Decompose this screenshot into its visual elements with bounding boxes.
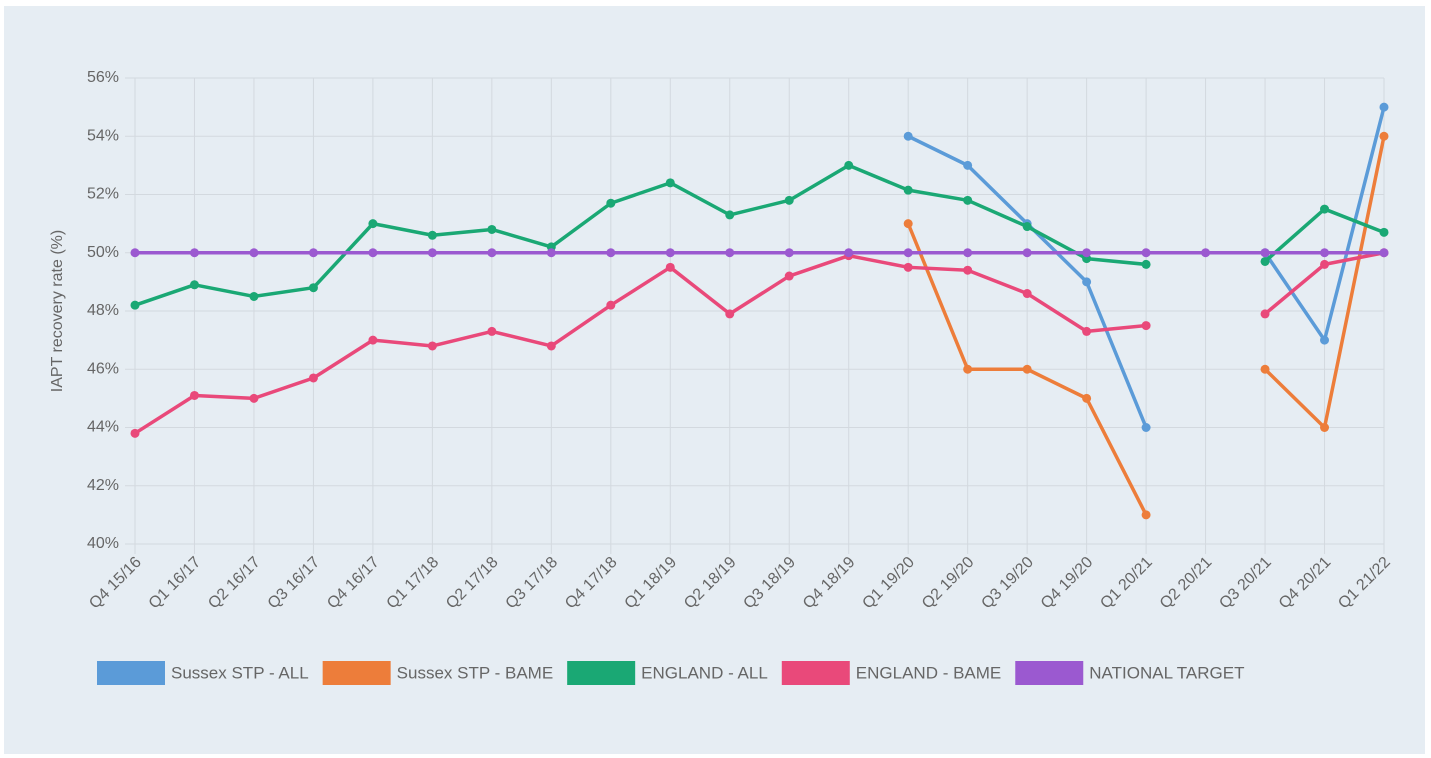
data-point xyxy=(963,364,973,374)
data-point xyxy=(725,309,735,319)
data-point xyxy=(1141,423,1151,432)
data-point xyxy=(249,248,259,258)
data-point xyxy=(1260,256,1270,266)
data-point xyxy=(606,300,616,310)
data-point xyxy=(1320,335,1330,345)
data-point xyxy=(1082,277,1092,287)
data-point xyxy=(546,341,556,351)
y-tick-label: 40% xyxy=(87,535,119,552)
data-point xyxy=(1379,131,1389,141)
data-point xyxy=(189,248,199,258)
data-point xyxy=(308,373,318,383)
data-point xyxy=(427,341,437,351)
legend-label: NATIONAL TARGET xyxy=(1089,663,1244,682)
data-point xyxy=(1141,510,1151,520)
data-point xyxy=(665,248,675,258)
data-point xyxy=(903,131,913,141)
data-point xyxy=(784,271,794,281)
data-point xyxy=(308,248,318,258)
data-point xyxy=(487,248,497,258)
data-point xyxy=(784,195,794,205)
legend-swatch xyxy=(97,661,165,685)
data-point xyxy=(963,248,973,258)
data-point xyxy=(963,195,973,205)
data-point xyxy=(1379,248,1389,258)
data-point xyxy=(725,210,735,220)
data-point xyxy=(1379,227,1389,237)
data-point xyxy=(1320,248,1330,258)
data-point xyxy=(1141,321,1151,331)
data-point xyxy=(844,248,854,258)
data-point xyxy=(1022,222,1032,232)
data-point xyxy=(963,265,973,275)
y-tick-label: 54% xyxy=(87,127,119,144)
data-point xyxy=(487,224,497,234)
data-point xyxy=(1201,248,1211,258)
data-point xyxy=(844,160,854,170)
y-tick-label: 56% xyxy=(87,69,119,86)
legend-swatch xyxy=(1015,661,1084,685)
y-tick-label: 46% xyxy=(87,360,119,377)
data-point xyxy=(546,248,556,258)
legend-swatch xyxy=(781,661,850,685)
data-point xyxy=(1082,326,1092,336)
y-tick-label: 50% xyxy=(87,244,119,261)
data-point xyxy=(189,280,199,290)
data-point xyxy=(368,219,378,229)
data-point xyxy=(665,262,675,272)
data-point xyxy=(1022,364,1032,374)
data-point xyxy=(427,230,437,240)
y-tick-label: 44% xyxy=(87,419,119,436)
y-tick-label: 48% xyxy=(87,302,119,319)
data-point xyxy=(130,300,140,310)
data-point xyxy=(1260,309,1270,319)
data-point xyxy=(1141,248,1151,258)
data-point xyxy=(249,393,259,403)
data-point xyxy=(903,262,913,272)
legend-swatch xyxy=(567,661,636,685)
legend-label: ENGLAND - BAME xyxy=(856,663,1001,682)
y-tick-label: 52% xyxy=(87,186,119,203)
legend-label: Sussex STP - ALL xyxy=(171,663,309,682)
legend-label: ENGLAND - ALL xyxy=(641,663,768,682)
y-axis-label: IAPT recovery rate (%) xyxy=(49,230,66,392)
data-point xyxy=(1320,204,1330,214)
data-point xyxy=(1320,423,1330,432)
data-point xyxy=(606,248,616,258)
data-point xyxy=(368,335,378,345)
data-point xyxy=(1320,259,1330,269)
data-point xyxy=(903,248,913,258)
data-point xyxy=(249,291,259,301)
legend-label: Sussex STP - BAME xyxy=(397,663,554,682)
data-point xyxy=(665,178,675,188)
data-point xyxy=(1082,248,1092,258)
data-point xyxy=(903,219,913,229)
data-point xyxy=(1082,393,1092,403)
data-point xyxy=(1379,102,1389,112)
data-point xyxy=(189,390,199,400)
data-point xyxy=(963,160,973,170)
data-point xyxy=(725,248,735,258)
legend-swatch xyxy=(322,661,391,685)
data-point xyxy=(1022,248,1032,258)
data-point xyxy=(1022,289,1032,299)
data-point xyxy=(368,248,378,258)
data-point xyxy=(487,326,497,336)
data-point xyxy=(606,198,616,208)
data-point xyxy=(784,248,794,258)
data-point xyxy=(130,428,140,438)
data-point xyxy=(1260,248,1270,258)
data-point xyxy=(1141,259,1151,269)
y-tick-label: 42% xyxy=(87,477,119,494)
data-point xyxy=(1260,364,1270,374)
data-point xyxy=(130,248,140,258)
data-point xyxy=(308,283,318,293)
data-point xyxy=(427,248,437,258)
chart-panel xyxy=(4,6,1425,754)
data-point xyxy=(903,185,913,195)
